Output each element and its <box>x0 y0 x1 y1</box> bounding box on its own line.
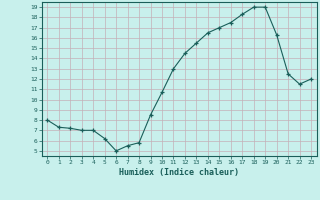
X-axis label: Humidex (Indice chaleur): Humidex (Indice chaleur) <box>119 168 239 177</box>
